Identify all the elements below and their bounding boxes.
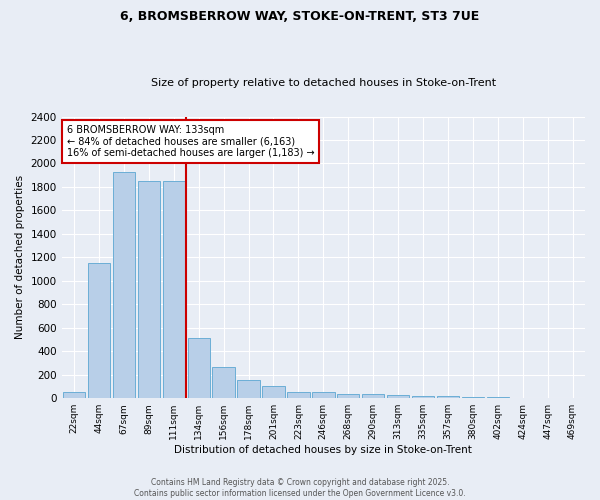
Bar (437, 396, 459, 398)
Bar (113, 172, 135, 398)
Bar (88, 263, 110, 398)
Bar (312, 392, 335, 398)
Bar (137, 181, 160, 398)
Text: 6 BROMSBERROW WAY: 133sqm
← 84% of detached houses are smaller (6,163)
16% of se: 6 BROMSBERROW WAY: 133sqm ← 84% of detac… (67, 125, 314, 158)
Bar (238, 380, 260, 398)
Text: Contains HM Land Registry data © Crown copyright and database right 2025.
Contai: Contains HM Land Registry data © Crown c… (134, 478, 466, 498)
Y-axis label: Number of detached properties: Number of detached properties (15, 176, 25, 340)
Bar (337, 394, 359, 398)
Bar (362, 394, 385, 398)
Bar (188, 338, 210, 398)
Bar (212, 367, 235, 398)
Bar (163, 181, 185, 398)
Bar (63, 392, 85, 398)
Bar (262, 386, 285, 398)
Title: Size of property relative to detached houses in Stoke-on-Trent: Size of property relative to detached ho… (151, 78, 496, 88)
Bar (412, 396, 434, 398)
Bar (287, 392, 310, 398)
Text: 6, BROMSBERROW WAY, STOKE-ON-TRENT, ST3 7UE: 6, BROMSBERROW WAY, STOKE-ON-TRENT, ST3 … (121, 10, 479, 23)
Bar (461, 397, 484, 398)
Bar (387, 396, 409, 398)
X-axis label: Distribution of detached houses by size in Stoke-on-Trent: Distribution of detached houses by size … (175, 445, 472, 455)
